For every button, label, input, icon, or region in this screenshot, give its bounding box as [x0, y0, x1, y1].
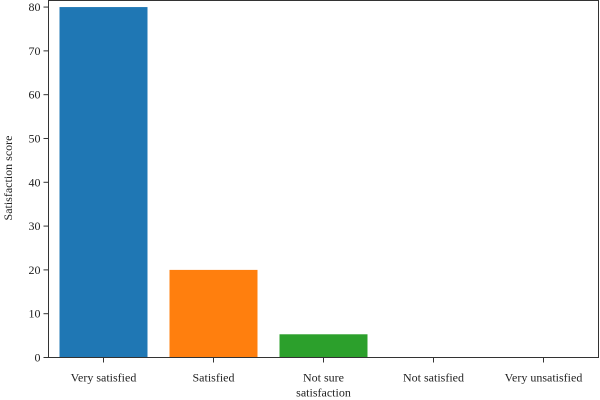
y-tick-label: 10 — [29, 307, 41, 321]
y-axis: 0 10 20 30 40 50 60 70 80 — [29, 0, 49, 365]
y-tick-label: 60 — [29, 88, 41, 102]
x-tick-label: Very unsatisfied — [505, 371, 583, 385]
y-tick-label: 40 — [29, 175, 41, 189]
bar — [279, 334, 368, 358]
y-tick-label: 0 — [35, 351, 41, 365]
y-tick-label: 50 — [29, 131, 41, 145]
y-tick-label: 20 — [29, 263, 41, 277]
y-axis-label: Satisfaction score — [1, 136, 15, 221]
y-tick-label: 70 — [29, 44, 41, 58]
x-axis: Very satisfied Satisfied Not sure satisfact… — [71, 357, 583, 400]
x-tick-label: Not satisfied — [403, 371, 464, 385]
y-tick-label: 80 — [29, 0, 41, 14]
x-tick-label: Not sure satisfaction — [296, 371, 351, 400]
x-tick-label: Satisfied — [193, 371, 235, 385]
bar — [59, 7, 148, 358]
x-tick-label: Very satisfied — [71, 371, 137, 385]
bar — [169, 269, 258, 358]
y-tick-label: 30 — [29, 219, 41, 233]
bars-group — [59, 7, 368, 358]
